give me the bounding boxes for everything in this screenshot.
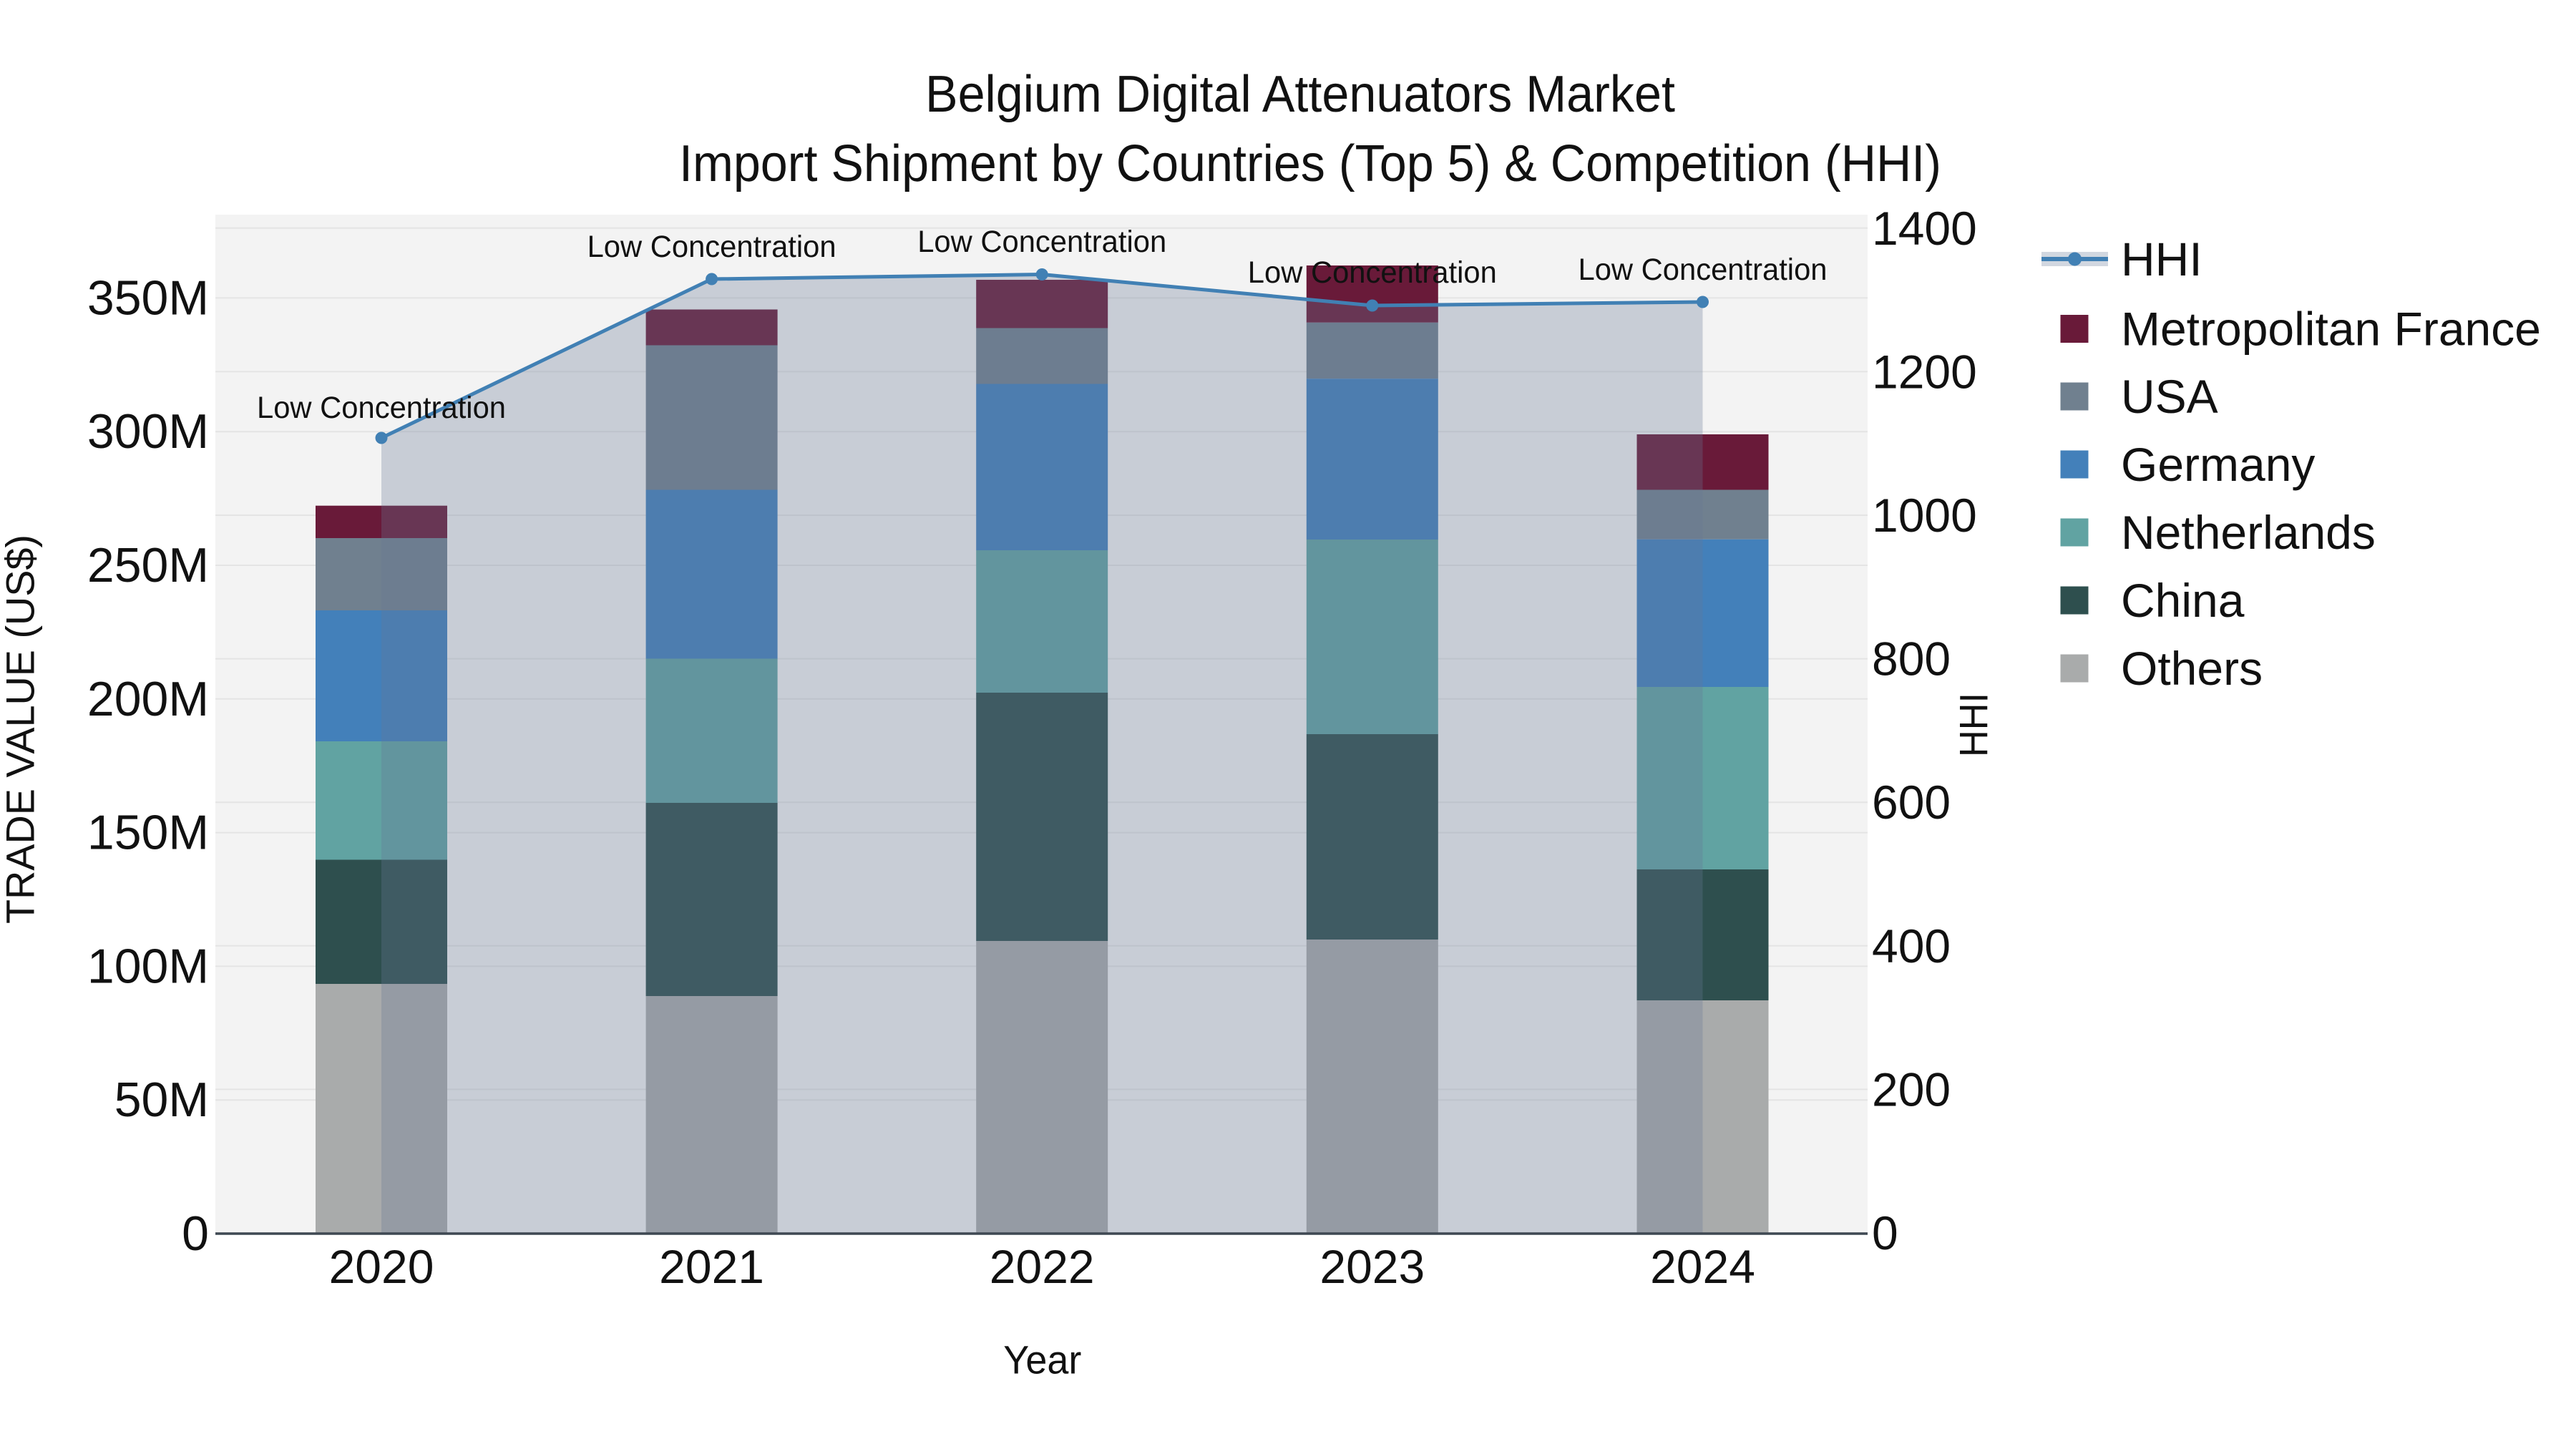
svg-text:100M: 100M <box>87 939 209 993</box>
svg-text:0: 0 <box>182 1206 209 1261</box>
svg-text:Others: Others <box>2121 642 2263 695</box>
svg-text:1200: 1200 <box>1872 345 1977 398</box>
svg-text:200: 200 <box>1872 1063 1951 1116</box>
svg-text:HHI: HHI <box>1951 693 1996 757</box>
svg-text:1000: 1000 <box>1872 489 1977 542</box>
svg-text:800: 800 <box>1872 633 1951 686</box>
svg-text:300M: 300M <box>87 404 209 459</box>
svg-text:China: China <box>2121 574 2245 627</box>
svg-text:Germany: Germany <box>2121 438 2315 491</box>
svg-text:200M: 200M <box>87 672 209 726</box>
svg-text:USA: USA <box>2121 370 2218 423</box>
svg-text:Import Shipment by Countries (: Import Shipment by Countries (Top 5) & C… <box>679 135 1941 192</box>
svg-text:TRADE VALUE (US$): TRADE VALUE (US$) <box>0 535 43 924</box>
svg-text:350M: 350M <box>87 270 209 325</box>
svg-text:2021: 2021 <box>659 1240 764 1293</box>
svg-text:2020: 2020 <box>329 1240 434 1293</box>
svg-text:Low Concentration: Low Concentration <box>587 230 836 264</box>
svg-text:Low Concentration: Low Concentration <box>257 391 506 425</box>
svg-text:2022: 2022 <box>990 1240 1095 1293</box>
svg-text:Metropolitan France: Metropolitan France <box>2121 303 2541 356</box>
svg-text:HHI: HHI <box>2121 233 2202 286</box>
svg-text:Year: Year <box>1003 1337 1081 1382</box>
svg-text:Belgium Digital Attenuators Ma: Belgium Digital Attenuators Market <box>925 66 1675 123</box>
svg-text:2023: 2023 <box>1319 1240 1425 1293</box>
svg-text:2024: 2024 <box>1650 1240 1755 1293</box>
svg-text:Low Concentration: Low Concentration <box>1579 253 1828 287</box>
svg-text:250M: 250M <box>87 538 209 592</box>
svg-text:0: 0 <box>1872 1206 1898 1259</box>
svg-text:Low Concentration: Low Concentration <box>1248 255 1497 290</box>
svg-text:50M: 50M <box>114 1073 209 1127</box>
svg-text:Netherlands: Netherlands <box>2121 506 2376 559</box>
svg-text:Low Concentration: Low Concentration <box>917 225 1166 259</box>
svg-text:400: 400 <box>1872 919 1951 972</box>
svg-text:600: 600 <box>1872 776 1951 829</box>
svg-text:150M: 150M <box>87 806 209 860</box>
svg-text:1400: 1400 <box>1872 202 1977 255</box>
